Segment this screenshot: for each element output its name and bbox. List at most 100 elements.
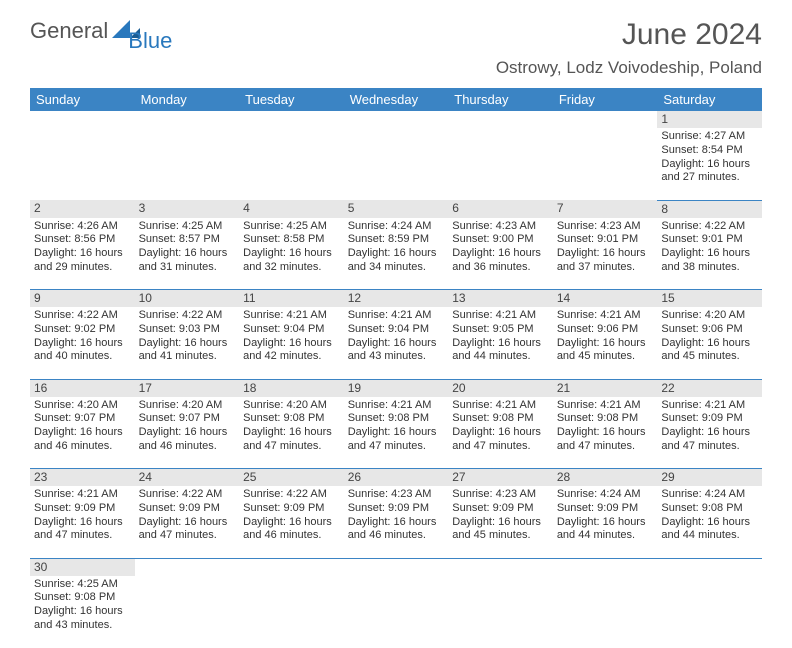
day-cell: Sunrise: 4:23 AMSunset: 9:01 PMDaylight:… [553,218,658,290]
daynum-cell [344,111,449,128]
sunrise-line: Sunrise: 4:21 AM [452,399,549,413]
sunset-line: Sunset: 9:00 PM [452,233,549,247]
daynum-cell: 24 [135,469,240,487]
sunset-line: Sunset: 9:08 PM [34,591,131,605]
day-cell: Sunrise: 4:25 AMSunset: 8:57 PMDaylight:… [135,218,240,290]
day-cell: Sunrise: 4:25 AMSunset: 8:58 PMDaylight:… [239,218,344,290]
daynum-cell: 13 [448,290,553,308]
weekday-header: Friday [553,88,658,111]
daynum-cell: 17 [135,379,240,397]
daylight-line: Daylight: 16 hours and 43 minutes. [348,337,445,365]
weekday-header-row: SundayMondayTuesdayWednesdayThursdayFrid… [30,88,762,111]
sunset-line: Sunset: 9:09 PM [661,412,758,426]
sunrise-line: Sunrise: 4:21 AM [348,309,445,323]
sunset-line: Sunset: 9:09 PM [557,502,654,516]
daylight-line: Daylight: 16 hours and 27 minutes. [661,158,758,186]
sunrise-line: Sunrise: 4:24 AM [348,220,445,234]
sunset-line: Sunset: 9:09 PM [139,502,236,516]
day-cell: Sunrise: 4:24 AMSunset: 9:09 PMDaylight:… [553,486,658,558]
location: Ostrowy, Lodz Voivodeship, Poland [496,58,762,78]
daylight-line: Daylight: 16 hours and 36 minutes. [452,247,549,275]
daynum-row: 1 [30,111,762,128]
daynum-cell: 9 [30,290,135,308]
daynum-row: 23242526272829 [30,469,762,487]
day-cell [553,128,658,200]
sunrise-line: Sunrise: 4:21 AM [243,309,340,323]
sunrise-line: Sunrise: 4:24 AM [557,488,654,502]
daylight-line: Daylight: 16 hours and 34 minutes. [348,247,445,275]
content-row: Sunrise: 4:26 AMSunset: 8:56 PMDaylight:… [30,218,762,290]
sunrise-line: Sunrise: 4:21 AM [557,309,654,323]
daylight-line: Daylight: 16 hours and 44 minutes. [452,337,549,365]
sunset-line: Sunset: 9:08 PM [557,412,654,426]
sunset-line: Sunset: 9:09 PM [452,502,549,516]
sunset-line: Sunset: 9:09 PM [348,502,445,516]
day-cell: Sunrise: 4:22 AMSunset: 9:03 PMDaylight:… [135,307,240,379]
daynum-cell [135,558,240,576]
daynum-cell: 3 [135,200,240,218]
sunrise-line: Sunrise: 4:27 AM [661,130,758,144]
daylight-line: Daylight: 16 hours and 47 minutes. [139,516,236,544]
sunrise-line: Sunrise: 4:25 AM [34,578,131,592]
sunrise-line: Sunrise: 4:21 AM [661,399,758,413]
sunset-line: Sunset: 8:56 PM [34,233,131,247]
day-cell: Sunrise: 4:21 AMSunset: 9:08 PMDaylight:… [448,397,553,469]
day-cell: Sunrise: 4:24 AMSunset: 8:59 PMDaylight:… [344,218,449,290]
month-title: June 2024 [496,18,762,52]
day-cell: Sunrise: 4:26 AMSunset: 8:56 PMDaylight:… [30,218,135,290]
daynum-cell: 14 [553,290,658,308]
daylight-line: Daylight: 16 hours and 43 minutes. [34,605,131,633]
sunrise-line: Sunrise: 4:23 AM [348,488,445,502]
day-cell: Sunrise: 4:20 AMSunset: 9:08 PMDaylight:… [239,397,344,469]
daylight-line: Daylight: 16 hours and 47 minutes. [348,426,445,454]
daylight-line: Daylight: 16 hours and 46 minutes. [34,426,131,454]
day-cell: Sunrise: 4:21 AMSunset: 9:09 PMDaylight:… [30,486,135,558]
sunset-line: Sunset: 8:59 PM [348,233,445,247]
weekday-header: Wednesday [344,88,449,111]
daynum-row: 2345678 [30,200,762,218]
daynum-cell: 8 [657,200,762,218]
sunset-line: Sunset: 8:57 PM [139,233,236,247]
day-cell: Sunrise: 4:20 AMSunset: 9:07 PMDaylight:… [30,397,135,469]
daylight-line: Daylight: 16 hours and 44 minutes. [557,516,654,544]
sunrise-line: Sunrise: 4:21 AM [34,488,131,502]
daynum-cell: 22 [657,379,762,397]
page-header: General Blue June 2024 Ostrowy, Lodz Voi… [0,0,792,78]
sunrise-line: Sunrise: 4:25 AM [243,220,340,234]
content-row: Sunrise: 4:21 AMSunset: 9:09 PMDaylight:… [30,486,762,558]
daylight-line: Daylight: 16 hours and 46 minutes. [139,426,236,454]
sunrise-line: Sunrise: 4:25 AM [139,220,236,234]
weekday-header: Sunday [30,88,135,111]
weekday-header: Monday [135,88,240,111]
daynum-cell: 28 [553,469,658,487]
daylight-line: Daylight: 16 hours and 32 minutes. [243,247,340,275]
day-cell: Sunrise: 4:23 AMSunset: 9:00 PMDaylight:… [448,218,553,290]
sunset-line: Sunset: 9:04 PM [348,323,445,337]
daylight-line: Daylight: 16 hours and 31 minutes. [139,247,236,275]
day-cell: Sunrise: 4:22 AMSunset: 9:01 PMDaylight:… [657,218,762,290]
daynum-cell: 27 [448,469,553,487]
daylight-line: Daylight: 16 hours and 46 minutes. [243,516,340,544]
daynum-row: 16171819202122 [30,379,762,397]
sunrise-line: Sunrise: 4:20 AM [139,399,236,413]
daynum-cell: 18 [239,379,344,397]
sunset-line: Sunset: 9:08 PM [452,412,549,426]
daylight-line: Daylight: 16 hours and 45 minutes. [557,337,654,365]
daynum-cell: 11 [239,290,344,308]
daynum-cell [448,558,553,576]
daynum-cell: 6 [448,200,553,218]
sunrise-line: Sunrise: 4:22 AM [243,488,340,502]
daynum-cell: 1 [657,111,762,128]
sunrise-line: Sunrise: 4:20 AM [661,309,758,323]
title-block: June 2024 Ostrowy, Lodz Voivodeship, Pol… [496,18,762,78]
sunrise-line: Sunrise: 4:23 AM [452,220,549,234]
sunrise-line: Sunrise: 4:21 AM [348,399,445,413]
day-cell: Sunrise: 4:24 AMSunset: 9:08 PMDaylight:… [657,486,762,558]
sunset-line: Sunset: 9:09 PM [243,502,340,516]
daynum-cell: 10 [135,290,240,308]
daynum-cell [239,558,344,576]
daynum-cell [344,558,449,576]
sunset-line: Sunset: 9:03 PM [139,323,236,337]
logo-text-general: General [30,18,108,44]
day-cell: Sunrise: 4:22 AMSunset: 9:09 PMDaylight:… [135,486,240,558]
